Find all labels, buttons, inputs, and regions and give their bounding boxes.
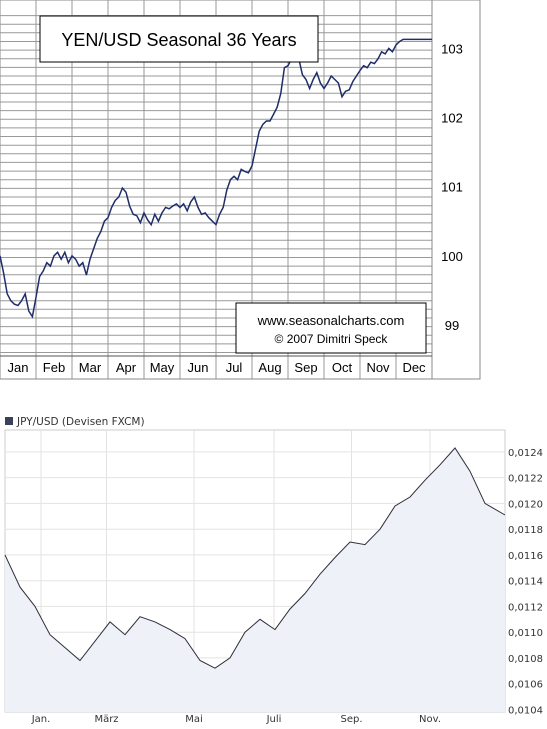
y-tick-label: 0,0116 bbox=[508, 551, 543, 562]
x-tick-label: März bbox=[94, 714, 118, 725]
x-tick-label: Sep. bbox=[340, 714, 362, 725]
x-tick-label: Jan. bbox=[31, 714, 51, 725]
y-axis-ticks: 0,0104 0,0106 0,0108 0,0110 0,0112 0,0114 0,01… bbox=[508, 448, 543, 717]
x-tick-label: Jun bbox=[188, 360, 209, 375]
legend-swatch bbox=[5, 417, 13, 425]
y-tick-label: 0,0110 bbox=[508, 628, 543, 639]
y-tick-label: 103 bbox=[441, 41, 463, 56]
price-area bbox=[5, 448, 505, 712]
y-tick-label: 101 bbox=[441, 180, 463, 195]
y-tick-label: 0,0118 bbox=[508, 525, 543, 536]
y-axis-ticks: 99 100 101 102 103 bbox=[441, 41, 463, 333]
credit-url: www.seasonalcharts.com bbox=[257, 313, 405, 328]
seasonal-line bbox=[0, 38, 432, 319]
x-tick-label: Nov bbox=[366, 360, 390, 375]
y-tick-label: 0,0124 bbox=[508, 448, 543, 459]
title-box bbox=[39, 15, 319, 63]
legend-label: JPY/USD (Devisen FXCM) bbox=[16, 416, 145, 428]
x-tick-label: Mar bbox=[79, 360, 102, 375]
x-tick-label: Sep bbox=[294, 360, 317, 375]
y-tick-label: 0,0108 bbox=[508, 654, 543, 665]
y-tick-label: 99 bbox=[445, 318, 459, 333]
x-tick-label: Feb bbox=[43, 360, 65, 375]
y-tick-label: 102 bbox=[441, 111, 463, 126]
x-tick-label: Juli bbox=[266, 714, 282, 725]
price-line bbox=[4, 447, 506, 669]
y-tick-label: 100 bbox=[441, 249, 463, 264]
x-axis-ticks: Jan Feb Mar Apr May Jun Jul Aug Sep Oct Nov Dec bbox=[8, 360, 427, 375]
y-tick-label: 0,0120 bbox=[508, 499, 543, 510]
y-tick-label: 0,0112 bbox=[508, 602, 543, 613]
x-tick-label: Oct bbox=[332, 360, 353, 375]
x-axis-ticks: Jan. März Mai Juli Sep. Nov. bbox=[31, 714, 441, 725]
x-tick-label: Jan bbox=[8, 360, 29, 375]
y-tick-label: 0,0114 bbox=[508, 577, 543, 588]
x-tick-label: Apr bbox=[116, 360, 137, 375]
price-chart: JPY/USD (Devisen FXCM) 0,01040,01060,010… bbox=[4, 416, 543, 725]
y-tick-label: 0,0104 bbox=[508, 705, 543, 716]
x-tick-label: Mai bbox=[185, 714, 203, 725]
seasonal-chart: 99 100 101 102 103 Jan Feb Mar Apr May Jun Jul Aug S… bbox=[0, 0, 481, 380]
credit-box bbox=[235, 302, 427, 354]
x-tick-label: Aug bbox=[258, 360, 281, 375]
credit-copyright: © 2007 Dimitri Speck bbox=[275, 332, 389, 346]
x-tick-label: Nov. bbox=[419, 714, 441, 725]
x-tick-label: Jul bbox=[226, 360, 243, 375]
x-tick-label: May bbox=[150, 360, 175, 375]
x-tick-label: Dec bbox=[402, 360, 426, 375]
chart-title: YEN/USD Seasonal 36 Years bbox=[61, 30, 296, 50]
y-tick-label: 0,0122 bbox=[508, 474, 543, 485]
y-tick-label: 0,0106 bbox=[508, 680, 543, 691]
